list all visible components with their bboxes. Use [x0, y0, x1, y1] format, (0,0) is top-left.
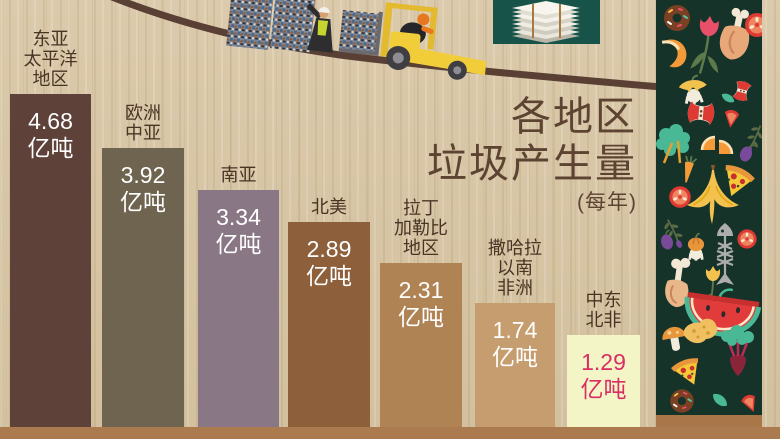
bar-label: 欧洲 中亚 [125, 103, 161, 143]
ham-bone-icon [665, 257, 691, 308]
chart-title-line2: 垃圾产生量 [427, 142, 637, 186]
garbage-pile-icon [226, 0, 316, 53]
plum-icon [739, 144, 756, 162]
orange-segment-icon [700, 135, 734, 155]
tomato-slice-icon [745, 13, 762, 37]
chart-bar: 3.92 亿吨 [102, 148, 184, 427]
chart-title: 各地区 垃圾产生量 (每年) [427, 94, 637, 215]
bar-label: 南亚 [220, 165, 257, 185]
bar-value: 1.29 亿吨 [580, 349, 627, 402]
plum-icon [661, 229, 673, 250]
garbage-bale-icon [338, 9, 379, 52]
chart-bar: 2.31 亿吨 [380, 263, 462, 427]
bar-label: 中东 北非 [585, 290, 622, 330]
chart-bar: 4.68 亿吨 [10, 94, 91, 427]
fish-skeleton-icon [716, 223, 734, 285]
pepper-icon [687, 232, 705, 261]
orange-peel-icon [661, 39, 687, 68]
bar-value: 3.34 亿吨 [215, 204, 262, 257]
bar-label: 拉丁 加勒比 地区 [394, 198, 448, 258]
banana-peel-icon [687, 165, 739, 224]
bar-value: 1.74 亿吨 [492, 317, 538, 370]
leaf-icon [721, 93, 735, 103]
mushroom-icon [662, 326, 687, 351]
meat-bone-icon [719, 7, 750, 60]
tomato-wedge-icon [741, 394, 755, 412]
donut-icon [664, 5, 690, 31]
carrot-icon [684, 155, 698, 183]
chart-bar: 1.29 亿吨 [567, 335, 640, 427]
forklift-icon [338, 2, 487, 80]
chart-bar: 2.89 亿吨 [288, 222, 370, 427]
tomato-slice-icon [737, 229, 757, 249]
chart-subtitle: (每年) [577, 191, 637, 214]
squash-blossom-icon [678, 74, 707, 105]
kale-icon [656, 124, 690, 164]
tomato-slice-icon [669, 186, 691, 208]
tomato-wedge-icon [724, 109, 740, 128]
bar-value: 4.68 亿吨 [27, 108, 74, 161]
food-waste-strip [656, 0, 762, 415]
bar-label: 撒哈拉 以南 非洲 [488, 238, 542, 298]
newspaper-tile [493, 0, 600, 44]
donut-icon [670, 389, 694, 413]
bar-value: 2.89 亿吨 [306, 236, 352, 289]
beet-icon [721, 325, 754, 376]
bread-chunk-icon [683, 318, 718, 344]
newspaper-stack-icon [512, 1, 580, 43]
apple-core-icon [687, 101, 715, 125]
pizza-slice-icon [725, 164, 755, 197]
leaf-icon [713, 393, 727, 407]
herb-sprig-icon [664, 219, 683, 248]
worker-icon [306, 2, 333, 53]
chart-bar: 1.74 亿吨 [475, 303, 555, 427]
chart-title-line1: 各地区 [511, 95, 637, 139]
bar-label: 东亚 太平洋 地区 [23, 29, 78, 89]
bar-label: 北美 [311, 197, 347, 217]
bar-value: 3.92 亿吨 [120, 162, 166, 215]
bar-value: 2.31 亿吨 [398, 277, 444, 330]
tulip-icon [690, 16, 719, 74]
apple-core-icon [732, 81, 752, 101]
chart-bar: 3.34 亿吨 [198, 190, 279, 427]
footer-bar [0, 427, 780, 439]
pizza-slice-icon [671, 358, 699, 385]
